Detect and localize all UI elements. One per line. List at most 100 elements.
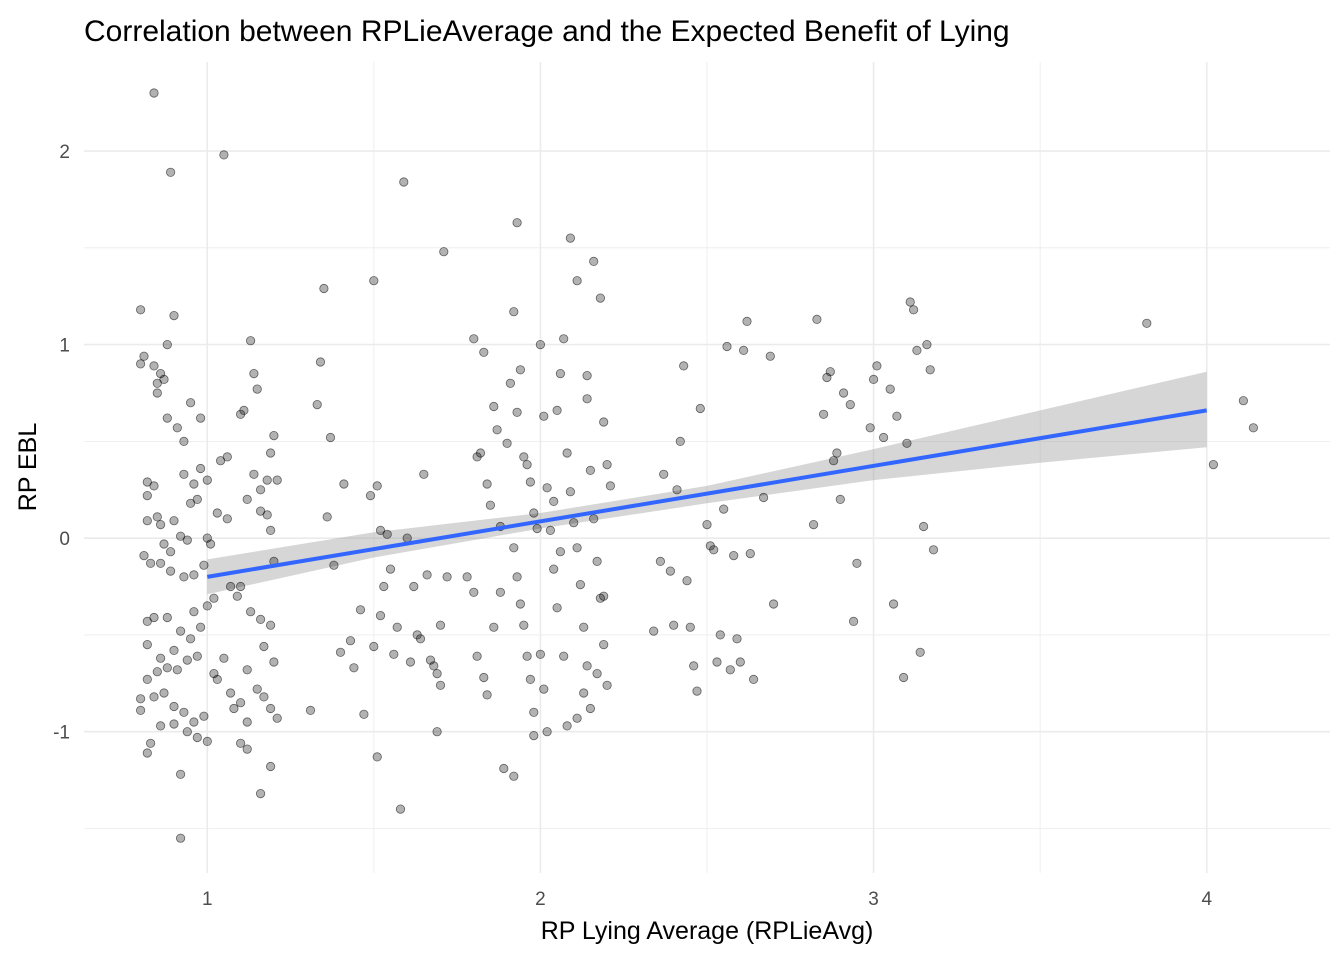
data-point: [605, 481, 616, 491]
data-point: [179, 707, 189, 717]
data-point: [878, 432, 889, 443]
data-point: [599, 639, 609, 650]
data-point: [502, 438, 512, 448]
data-point: [372, 752, 382, 762]
data-point: [372, 481, 382, 491]
data-point: [492, 425, 502, 435]
data-point: [415, 634, 426, 644]
data-point: [509, 771, 519, 781]
data-point: [252, 384, 262, 394]
data-point: [542, 483, 552, 493]
data-point: [166, 566, 176, 576]
data-point: [559, 334, 569, 344]
data-point: [176, 833, 186, 843]
data-point: [246, 607, 256, 617]
data-point: [582, 661, 592, 671]
data-point: [599, 417, 609, 427]
data-point: [672, 485, 682, 495]
data-point: [136, 705, 146, 716]
data-point: [592, 556, 602, 567]
data-point: [512, 218, 522, 228]
data-point: [928, 545, 939, 555]
data-point: [142, 674, 152, 685]
data-point: [252, 684, 262, 694]
data-point: [539, 411, 549, 421]
data-point: [152, 667, 162, 677]
data-point: [169, 310, 179, 321]
data-point: [212, 508, 222, 518]
x-tick-label: 2: [535, 889, 546, 910]
data-point: [186, 398, 196, 408]
data-point: [925, 365, 935, 375]
data-point: [712, 657, 722, 667]
data-point: [236, 738, 246, 748]
data-point: [159, 374, 169, 384]
data-point: [149, 612, 159, 623]
data-point: [432, 668, 442, 679]
data-point: [655, 556, 666, 567]
data-point: [592, 668, 602, 679]
data-point: [142, 748, 152, 758]
data-point: [189, 570, 199, 580]
data-point: [552, 603, 562, 613]
x-axis-title: RP Lying Average (RPLieAvg): [541, 917, 874, 945]
x-tick-label: 3: [868, 889, 879, 910]
data-point: [429, 661, 439, 671]
data-point: [439, 247, 449, 257]
data-point: [269, 657, 279, 667]
data-point: [259, 641, 269, 652]
data-point: [192, 732, 202, 743]
data-point: [732, 634, 742, 644]
data-point: [349, 663, 359, 673]
data-point: [562, 448, 572, 458]
data-point: [189, 607, 199, 617]
data-point: [818, 409, 829, 419]
data-point: [189, 479, 199, 489]
data-point: [142, 616, 152, 627]
data-point: [219, 653, 229, 663]
data-point: [212, 674, 222, 685]
data-point: [572, 543, 582, 553]
data-point: [435, 620, 446, 630]
data-point: [1238, 396, 1249, 406]
data-point: [402, 533, 412, 543]
data-point: [149, 361, 159, 371]
data-point: [375, 610, 386, 621]
data-point: [515, 365, 526, 375]
data-point: [405, 657, 416, 667]
data-point: [525, 477, 536, 487]
data-point: [519, 452, 529, 462]
data-point: [262, 475, 272, 485]
data-point: [562, 721, 572, 731]
data-point: [262, 510, 272, 520]
data-point: [242, 494, 252, 504]
data-point: [196, 413, 206, 423]
data-point: [226, 688, 236, 698]
data-point: [202, 736, 212, 747]
data-point: [738, 345, 749, 355]
data-point: [146, 738, 156, 748]
data-point: [265, 448, 276, 458]
data-point: [239, 405, 249, 415]
data-point: [499, 763, 509, 774]
data-point: [359, 709, 369, 719]
data-point: [442, 572, 452, 582]
data-point: [515, 599, 526, 609]
data-point: [695, 403, 705, 414]
data-point: [725, 665, 735, 675]
data-point: [535, 649, 546, 659]
data-point: [572, 276, 582, 286]
data-point: [835, 494, 845, 504]
data-point: [848, 616, 859, 627]
data-point: [479, 672, 489, 683]
data-point: [166, 547, 176, 557]
data-point: [602, 459, 612, 470]
data-point: [722, 341, 732, 352]
data-point: [192, 494, 202, 504]
x-tick-label: 1: [202, 889, 213, 910]
data-point: [525, 674, 536, 685]
data-point: [182, 655, 192, 665]
data-point: [355, 605, 366, 615]
data-point: [179, 436, 189, 446]
